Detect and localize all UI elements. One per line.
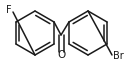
Text: O: O [57, 50, 65, 60]
Text: F: F [6, 5, 12, 15]
Text: Br: Br [113, 51, 124, 61]
